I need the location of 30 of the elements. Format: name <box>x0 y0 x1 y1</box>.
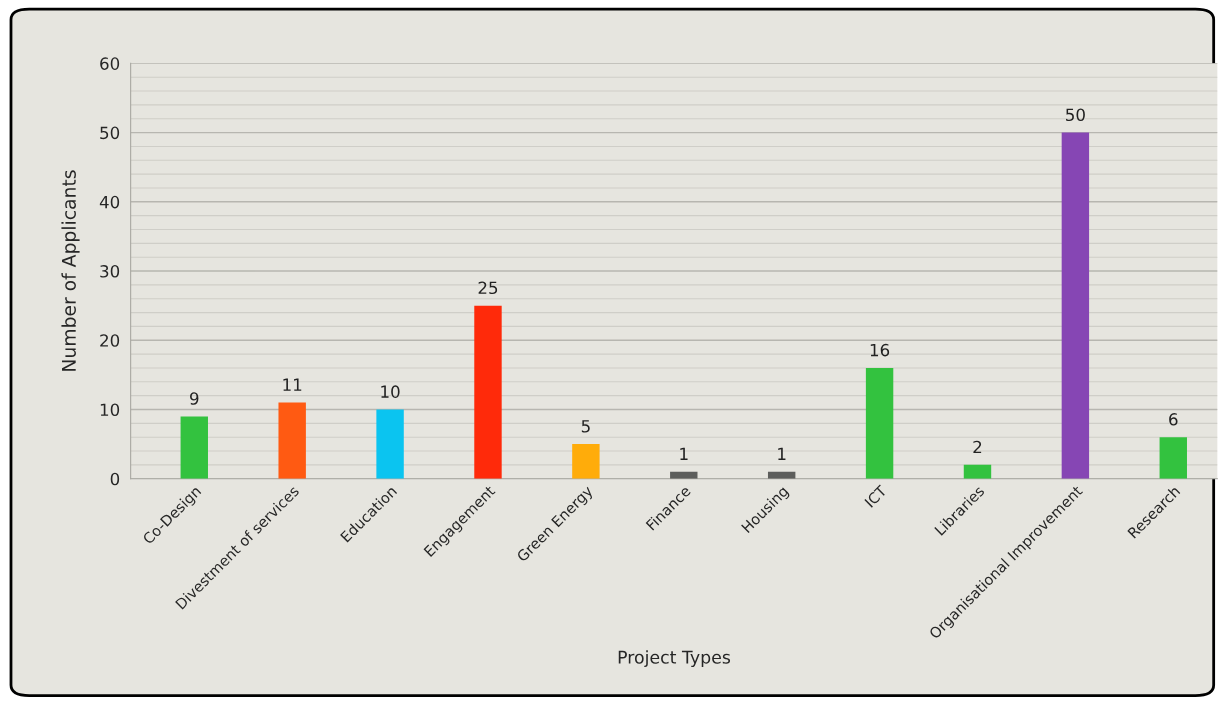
bar <box>1159 437 1187 479</box>
data-label: 11 <box>283 378 302 391</box>
bar <box>572 444 600 479</box>
y-tick-label: 60 <box>100 57 120 70</box>
y-tick-label: 20 <box>100 334 120 347</box>
bar <box>376 409 404 479</box>
data-label: 2 <box>973 440 982 454</box>
bar <box>1061 132 1090 479</box>
y-tick-label: 30 <box>100 265 120 278</box>
y-tick-label: 10 <box>100 403 120 417</box>
bar <box>963 464 992 479</box>
data-label: 10 <box>381 385 400 398</box>
y-axis-title: Number of Applicants <box>61 170 80 371</box>
data-label: 25 <box>478 281 498 295</box>
bar <box>278 402 306 479</box>
data-label: 1 <box>680 447 688 460</box>
bar <box>474 305 502 479</box>
data-label: 6 <box>1169 413 1178 426</box>
data-label: 16 <box>870 343 890 357</box>
bar <box>865 367 894 479</box>
y-tick-label: 0 <box>110 472 120 486</box>
data-label: 50 <box>1066 108 1085 122</box>
y-tick-label: 40 <box>99 195 120 209</box>
x-axis-title: Project Types <box>618 650 731 668</box>
bar <box>180 416 208 479</box>
x-tick-label: ICT <box>864 484 888 508</box>
data-label: 9 <box>190 392 199 405</box>
y-tick-label: 50 <box>100 126 120 140</box>
data-label: 5 <box>581 420 590 433</box>
data-label: 1 <box>778 447 786 460</box>
